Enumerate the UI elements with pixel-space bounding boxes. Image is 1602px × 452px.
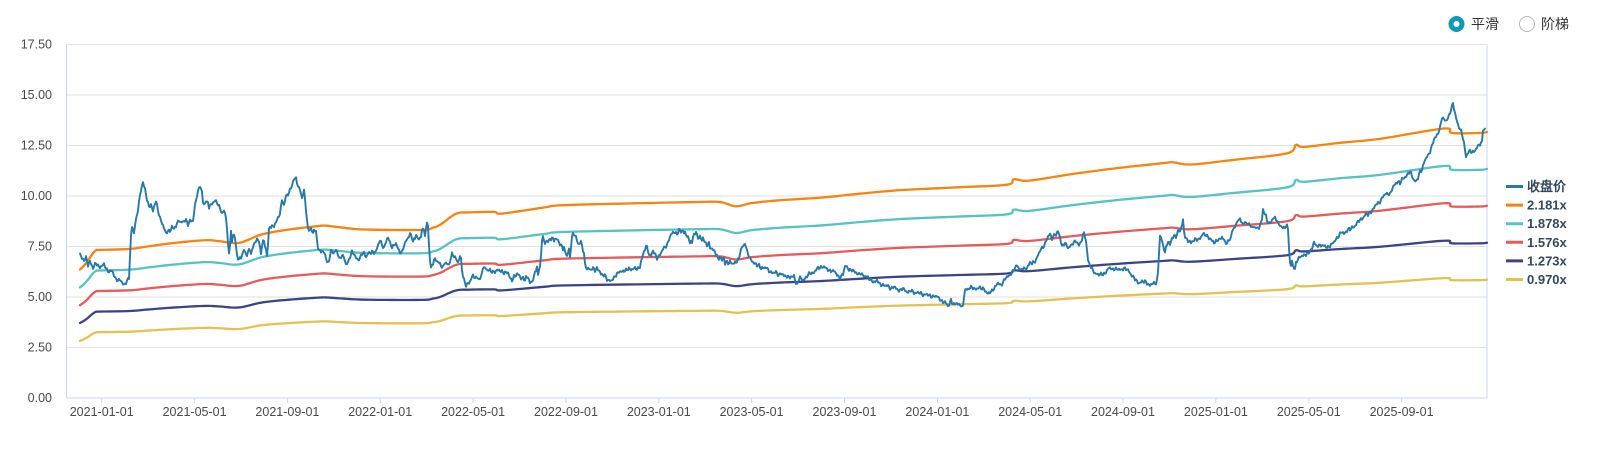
svg-text:2022-01-01: 2022-01-01 [348,405,412,419]
svg-text:1.273x: 1.273x [1527,253,1568,268]
svg-text:10.00: 10.00 [21,189,52,203]
svg-text:7.50: 7.50 [28,240,52,254]
svg-text:2025-09-01: 2025-09-01 [1370,405,1434,419]
svg-text:2022-09-01: 2022-09-01 [534,405,598,419]
svg-text:2023-01-01: 2023-01-01 [627,405,691,419]
svg-text:2024-09-01: 2024-09-01 [1091,405,1155,419]
svg-text:0.970x: 0.970x [1527,272,1568,287]
svg-text:2022-05-01: 2022-05-01 [441,405,505,419]
svg-text:15.00: 15.00 [21,88,52,102]
svg-text:2.50: 2.50 [28,341,52,355]
svg-text:2024-01-01: 2024-01-01 [905,405,969,419]
svg-text:2025-01-01: 2025-01-01 [1184,405,1248,419]
svg-text:平滑: 平滑 [1471,16,1499,32]
svg-text:阶梯: 阶梯 [1541,16,1569,32]
svg-text:1.576x: 1.576x [1527,235,1568,250]
svg-text:12.50: 12.50 [21,139,52,153]
svg-text:5.00: 5.00 [28,290,52,304]
svg-text:2021-09-01: 2021-09-01 [255,405,319,419]
svg-text:1.878x: 1.878x [1527,216,1568,231]
svg-text:2023-05-01: 2023-05-01 [720,405,784,419]
svg-text:2023-09-01: 2023-09-01 [813,405,877,419]
svg-text:17.50: 17.50 [21,38,52,52]
svg-text:2.181x: 2.181x [1527,198,1568,213]
svg-text:2021-01-01: 2021-01-01 [70,405,134,419]
svg-text:2024-05-01: 2024-05-01 [998,405,1062,419]
svg-text:收盘价: 收盘价 [1527,179,1567,194]
svg-text:2025-05-01: 2025-05-01 [1277,405,1341,419]
svg-text:0.00: 0.00 [28,391,52,405]
svg-text:2021-05-01: 2021-05-01 [163,405,227,419]
